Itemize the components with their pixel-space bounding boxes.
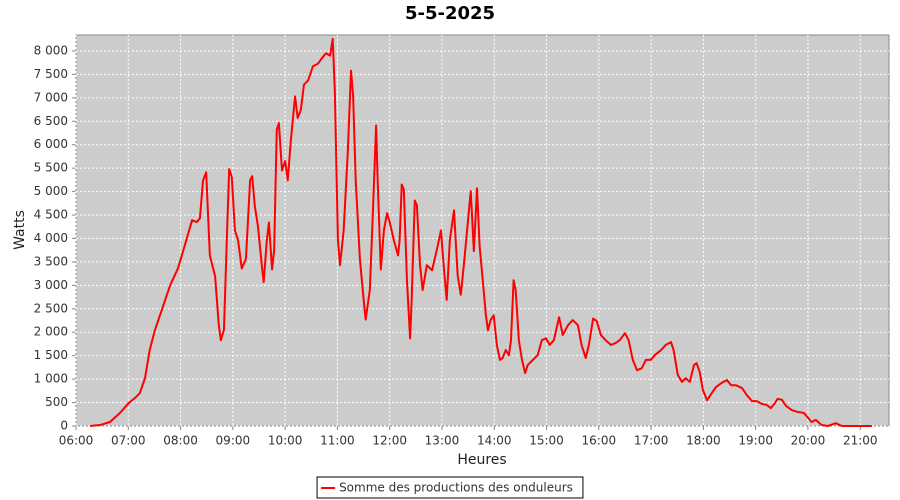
x-tick-label: 09:00: [216, 434, 251, 448]
x-tick-label: 08:00: [163, 434, 198, 448]
x-tick-label: 17:00: [634, 434, 669, 448]
y-tick-label: 4 000: [34, 231, 68, 245]
x-tick-label: 10:00: [268, 434, 303, 448]
x-tick-label: 14:00: [477, 434, 512, 448]
chart-title: 5-5-2025: [405, 3, 495, 24]
y-tick-label: 8 000: [34, 43, 68, 57]
x-tick-label: 07:00: [111, 434, 146, 448]
y-tick-label: 3 000: [34, 278, 68, 292]
y-tick-label: 1 500: [34, 348, 68, 362]
x-tick-label: 21:00: [843, 434, 878, 448]
legend: Somme des productions des onduleurs: [316, 476, 584, 499]
y-tick-label: 2 500: [34, 301, 68, 315]
x-tick-label: 20:00: [791, 434, 826, 448]
y-tick-label: 5 500: [34, 161, 68, 175]
plot-area: [75, 34, 890, 427]
x-tick-label: 19:00: [738, 434, 773, 448]
x-tick-label: 11:00: [320, 434, 355, 448]
x-tick-label: 15:00: [529, 434, 564, 448]
y-tick-label: 7 000: [34, 90, 68, 104]
y-tick-label: 6 000: [34, 137, 68, 151]
legend-box: [316, 476, 584, 499]
x-tick-label: 16:00: [582, 434, 617, 448]
y-tick-label: 1 000: [34, 372, 68, 386]
x-tick-label: 18:00: [686, 434, 721, 448]
y-tick-label: 4 500: [34, 208, 68, 222]
legend-label: Somme des productions des onduleurs: [339, 481, 573, 495]
x-tick-label: 06:00: [59, 434, 94, 448]
y-axis-title: Watts: [12, 210, 28, 250]
x-axis-title: Heures: [457, 452, 506, 468]
x-tick-label: 13:00: [425, 434, 460, 448]
y-tick-label: 5 000: [34, 184, 68, 198]
y-tick-label: 6 500: [34, 114, 68, 128]
y-tick-label: 500: [45, 395, 68, 409]
series-line: [90, 37, 872, 427]
y-tick-label: 7 500: [34, 67, 68, 81]
y-tick-label: 0: [60, 419, 68, 433]
y-tick-label: 2 000: [34, 325, 68, 339]
y-tick-label: 3 500: [34, 254, 68, 268]
x-tick-label: 12:00: [372, 434, 407, 448]
